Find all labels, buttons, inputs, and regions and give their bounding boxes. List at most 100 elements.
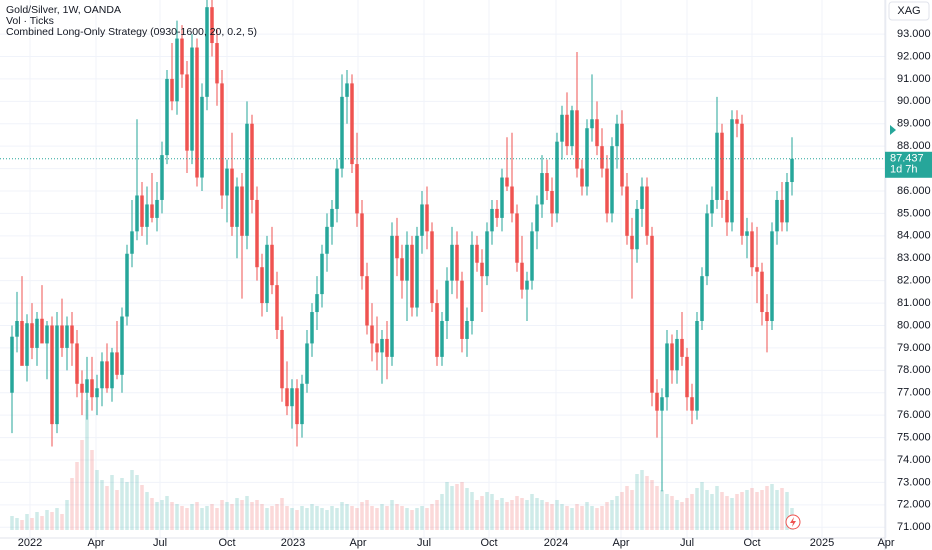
candle-body	[305, 343, 309, 384]
candle-body	[280, 329, 284, 389]
candle-body	[660, 397, 664, 411]
candle-body	[555, 141, 559, 214]
candle-body	[575, 110, 579, 169]
candle-body	[165, 78, 169, 156]
volume-bar	[330, 506, 334, 530]
y-tick-label: 72.000	[897, 499, 931, 511]
candle-body	[460, 280, 464, 339]
y-tick-label: 86.000	[897, 185, 931, 197]
candle-body	[215, 43, 219, 84]
volume-bar	[780, 488, 784, 530]
candle-body	[380, 338, 384, 353]
volume-bar	[150, 498, 154, 530]
y-tick-label: 90.000	[897, 95, 931, 107]
candle-body	[350, 83, 354, 165]
candle-body	[605, 168, 609, 214]
volume-bar	[160, 500, 164, 530]
volume-bar	[75, 462, 79, 530]
candle-body	[340, 96, 344, 169]
candle-body	[195, 47, 199, 178]
candle-body	[400, 258, 404, 281]
volume-bar	[50, 512, 54, 530]
volume-bar	[495, 500, 499, 530]
candle-body	[25, 323, 29, 366]
candle-body	[390, 235, 394, 357]
x-tick-label: Jul	[417, 537, 431, 549]
volume-bar	[120, 478, 124, 530]
y-tick-label: 88.000	[897, 140, 931, 152]
volume-bar	[165, 496, 169, 530]
candle-body	[90, 379, 94, 398]
candle-body	[290, 388, 294, 407]
x-tick-label: Jul	[680, 537, 694, 549]
candle-body	[500, 177, 504, 218]
x-tick-label: Oct	[480, 537, 497, 549]
volume-bar	[430, 504, 434, 530]
y-tick-label: 92.000	[897, 50, 931, 62]
candle-body	[405, 244, 409, 281]
volume-bar	[540, 500, 544, 530]
volume-bar	[305, 508, 309, 530]
candle-body	[530, 231, 534, 281]
volume-bar	[580, 506, 584, 530]
x-tick-label: Apr	[877, 537, 894, 549]
volume-bar	[215, 508, 219, 530]
candle-body	[235, 186, 239, 227]
candle-body	[525, 280, 529, 290]
candle-body	[645, 186, 649, 236]
volume-bar	[730, 498, 734, 530]
volume-bar	[320, 508, 324, 530]
candle-body	[675, 338, 679, 371]
candle-body	[590, 119, 594, 129]
candle-body	[135, 195, 139, 232]
candle-body	[670, 343, 674, 371]
volume-bar	[360, 502, 364, 530]
volume-bar	[250, 502, 254, 530]
volume-bar	[535, 498, 539, 530]
candle-body	[250, 123, 254, 200]
y-tick-label: 74.000	[897, 454, 931, 466]
candle-body	[505, 177, 509, 187]
candle-body	[470, 244, 474, 322]
volume-bar	[685, 498, 689, 530]
volume-bar	[240, 500, 244, 530]
candle-body	[50, 325, 54, 425]
volume-bar	[235, 498, 239, 530]
candle-body	[455, 244, 459, 281]
candle-body	[365, 276, 369, 326]
candle-body	[260, 267, 264, 304]
candle-body	[650, 235, 654, 393]
volume-bar	[65, 500, 69, 530]
volume-bar	[365, 500, 369, 530]
x-tick-label: Apr	[612, 537, 629, 549]
volume-bar	[625, 486, 629, 530]
volume-bar	[610, 500, 614, 530]
candle-body	[750, 231, 754, 268]
candle-body	[75, 343, 79, 384]
candle-body	[105, 361, 109, 389]
candle-body	[435, 303, 439, 357]
volume-bar	[40, 516, 44, 530]
y-tick-label: 73.000	[897, 476, 931, 488]
volume-bar	[425, 508, 429, 530]
volume-bar	[460, 482, 464, 530]
candle-body	[760, 271, 764, 313]
volume-bar	[85, 400, 89, 530]
candle-body	[345, 83, 349, 97]
volume-bar	[510, 500, 514, 530]
candle-body	[610, 146, 614, 214]
candle-body	[20, 321, 24, 366]
volume-bar	[155, 502, 159, 530]
candle-body	[255, 199, 259, 268]
candle-body	[95, 388, 99, 398]
y-tick-label: 82.000	[897, 275, 931, 287]
volume-bar	[310, 504, 314, 530]
x-tick-label: 2022	[18, 537, 42, 549]
volume-bar	[245, 496, 249, 530]
volume-bar	[445, 482, 449, 530]
symbol-box[interactable]	[888, 1, 930, 21]
symbol-label: XAG	[897, 5, 920, 17]
volume-bar	[145, 492, 149, 530]
y-tick-label: 81.000	[897, 297, 931, 309]
chart-title: Gold/Silver, 1W, OANDA	[6, 4, 121, 16]
